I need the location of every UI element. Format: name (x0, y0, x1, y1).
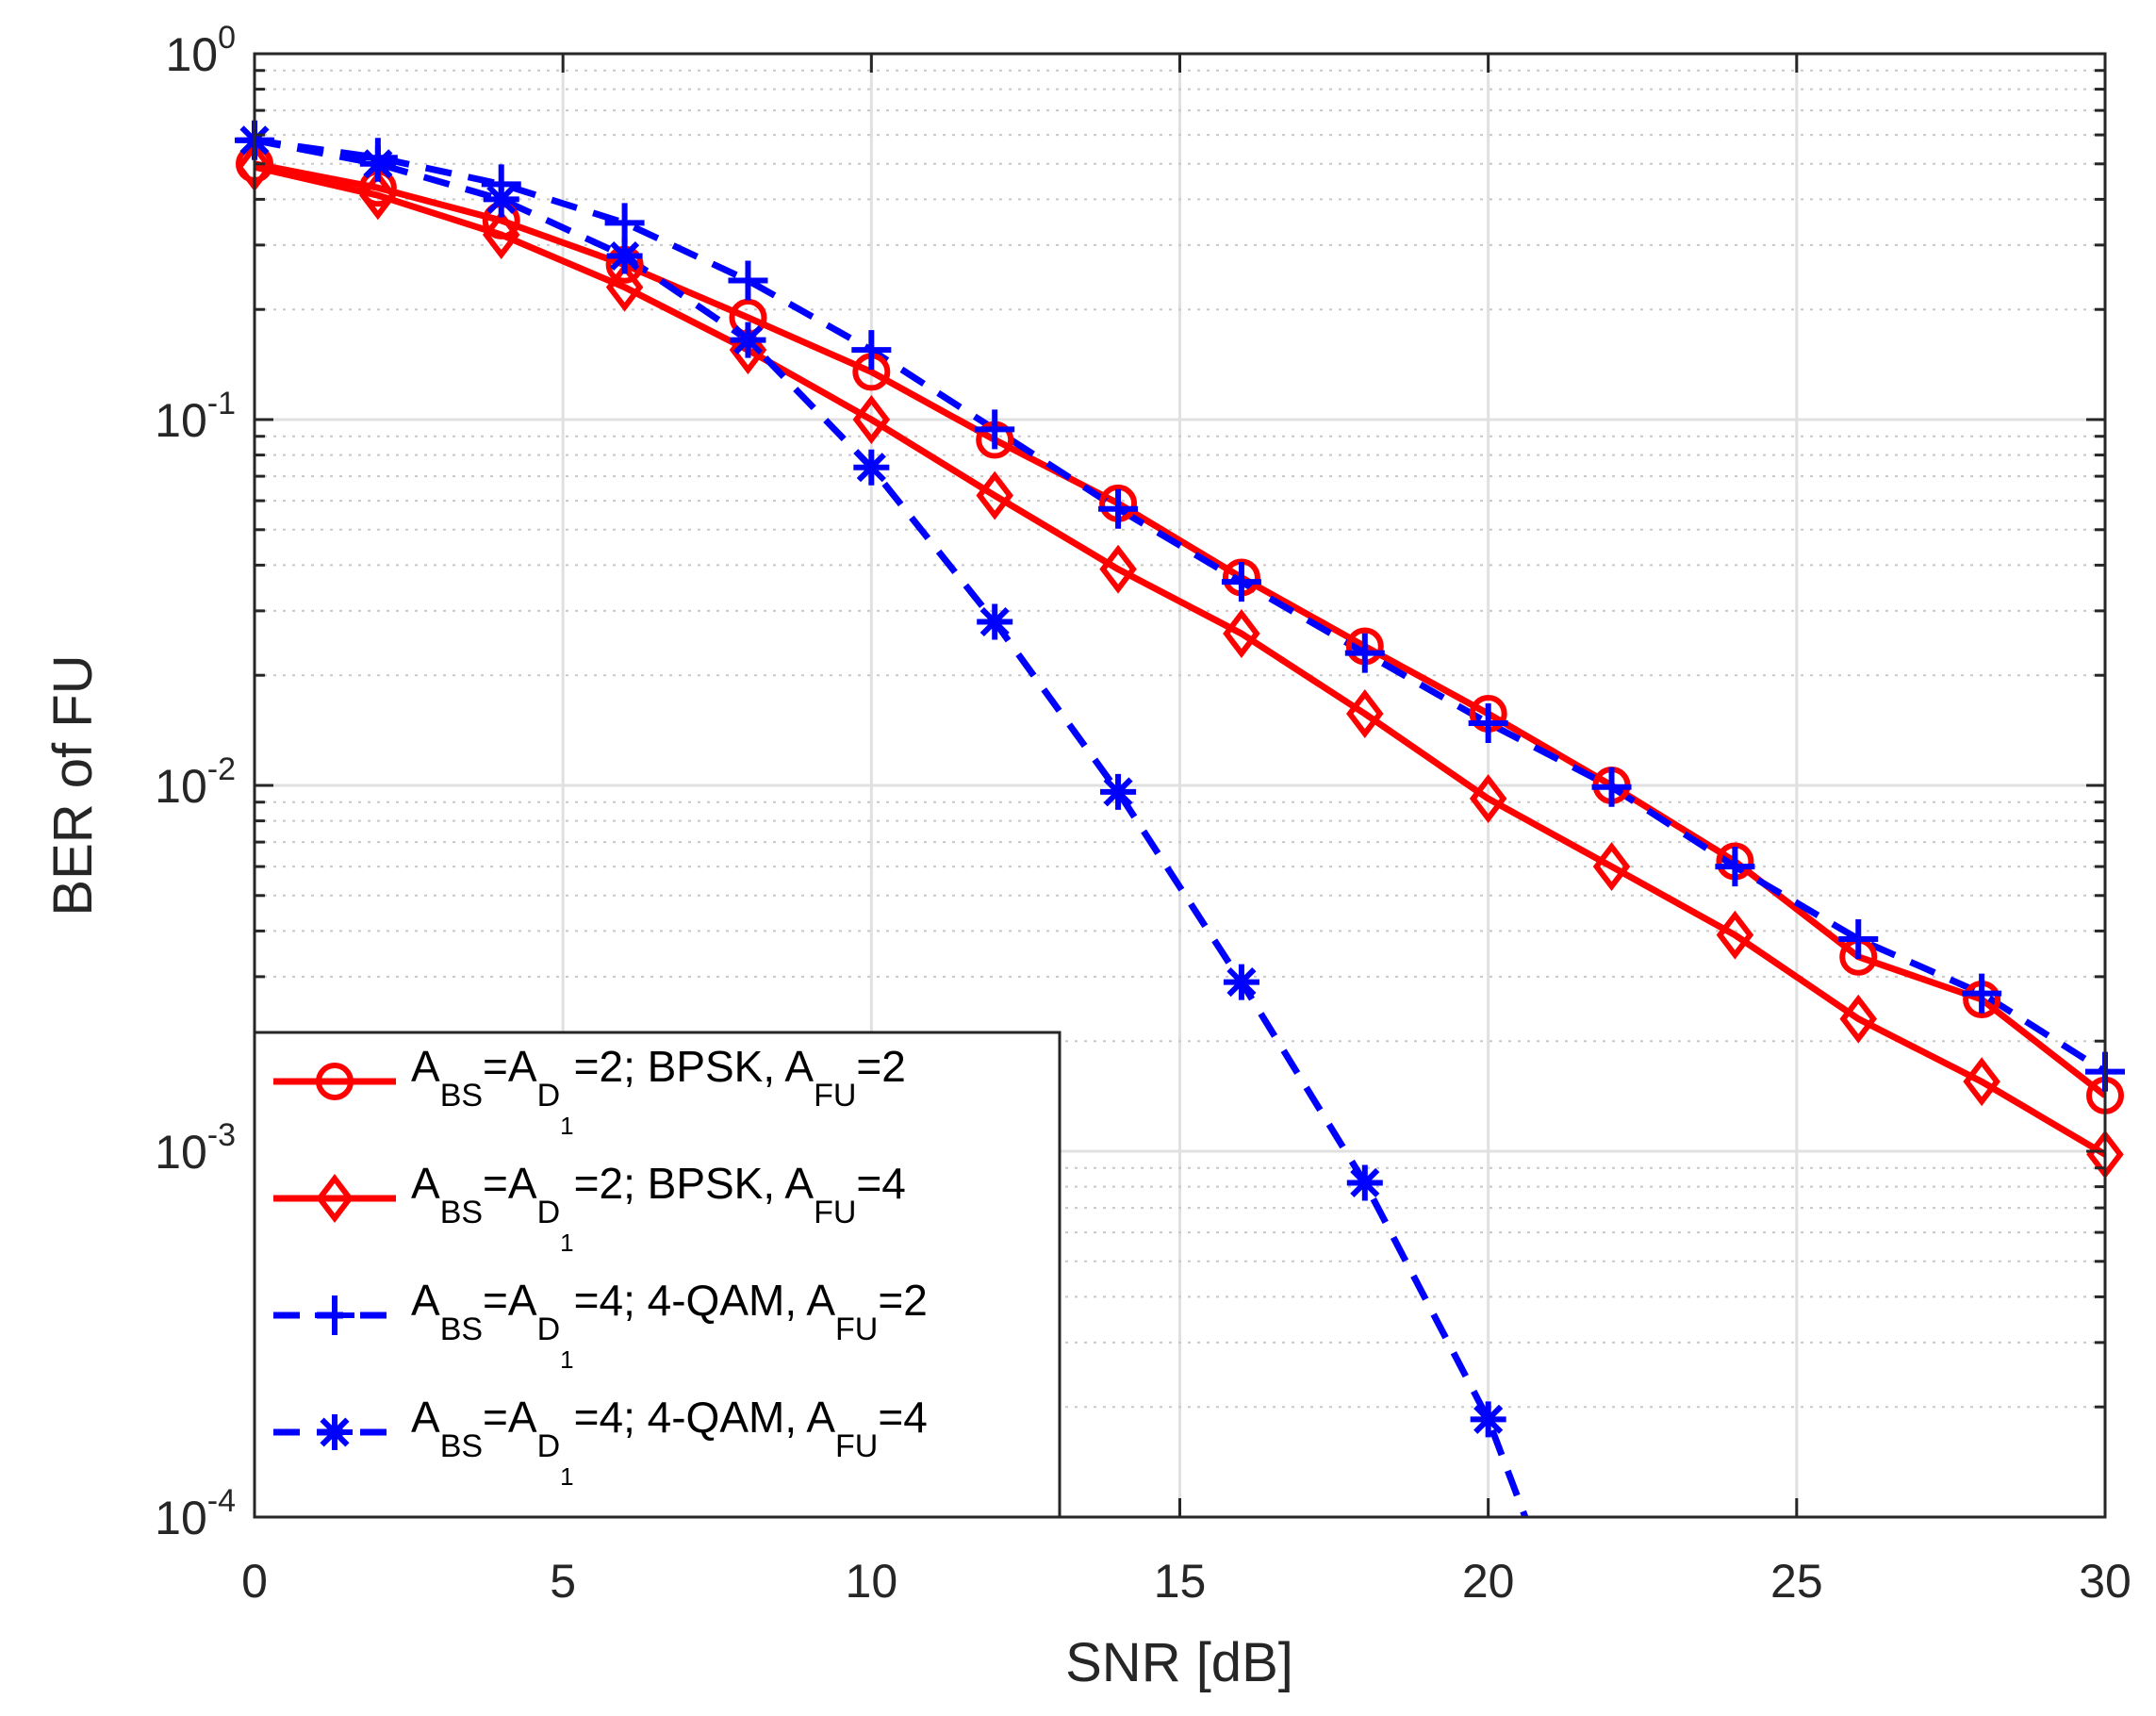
legend-marker-4 (317, 1414, 353, 1450)
series-markers (235, 120, 2125, 1438)
series-2-point (1592, 842, 1631, 892)
series-4-point (1470, 1401, 1506, 1438)
series-3-point (1344, 633, 1385, 673)
series-4-point (730, 322, 766, 358)
y-tick-label: 10-4 (155, 1483, 236, 1544)
series-line-4 (255, 137, 1529, 1517)
y-tick-label: 10-3 (155, 1117, 236, 1179)
series-3-point (1715, 847, 1755, 887)
series-2-point (605, 262, 644, 312)
x-tick-label: 25 (1770, 1555, 1823, 1608)
series-3-point (728, 260, 768, 301)
tick-labels: 0 5 10 15 20 25 30 100 10-1 10-2 10-3 10-4 (155, 20, 2131, 1608)
series-4-point (606, 238, 643, 274)
series-4-point (483, 181, 519, 218)
legend-box (253, 1031, 1062, 1519)
legend-label-3: ABS=AD1=4; 4-QAM, AFU=2 (411, 1276, 928, 1374)
series-3-point (1468, 702, 1508, 743)
series-4-point (1346, 1164, 1383, 1201)
x-axis-title: SNR [dB] (1065, 1632, 1293, 1693)
series-line-1 (255, 160, 2105, 1098)
series-4-point (853, 449, 890, 486)
series-2-point (976, 470, 1013, 520)
y-tick-label: 10-1 (155, 386, 236, 447)
legend-label-1: ABS=AD1=2; BPSK, AFU=2 (411, 1042, 906, 1140)
series-2-point (1963, 1057, 2000, 1107)
series-2-point (359, 171, 397, 221)
series-2-point (1099, 544, 1137, 594)
series-4-point (359, 145, 396, 182)
series-2-point (1346, 689, 1384, 738)
x-tick-label: 5 (550, 1555, 576, 1608)
series-3-point (1591, 767, 1632, 807)
y-tick-label: 100 (165, 20, 236, 81)
series-2-point (729, 325, 767, 375)
legend-marker-3 (315, 1295, 354, 1335)
series-2-point (1839, 994, 1878, 1044)
series-line-3 (255, 137, 2105, 1075)
series-2-point (852, 395, 891, 444)
series-line-2 (255, 163, 2105, 1158)
series-2-point (482, 210, 520, 259)
legend-label-4: ABS=AD1=4; 4-QAM, AFU=4 (411, 1393, 928, 1491)
y-tick-label: 10-2 (155, 751, 236, 813)
x-tick-label: 15 (1154, 1555, 1207, 1608)
legend-marker-2 (316, 1174, 354, 1223)
y-axis-title: BER of FU (42, 654, 104, 916)
series-4-point (977, 603, 1013, 640)
series-3-point (604, 203, 645, 243)
x-tick-label: 20 (1462, 1555, 1515, 1608)
x-tick-label: 10 (846, 1555, 898, 1608)
legend-label-2: ABS=AD1=2; BPSK, AFU=4 (411, 1159, 906, 1257)
series-3-point (1838, 919, 1879, 960)
x-tick-label: 30 (2079, 1555, 2131, 1608)
series-3-point (851, 330, 892, 371)
series-4-point (1223, 964, 1259, 1000)
series-3-point (1098, 488, 1139, 529)
series-3-point (975, 409, 1015, 450)
series-3-point (1221, 562, 1261, 602)
series-3-point (1962, 973, 2002, 1014)
legend-marker-1 (316, 1063, 354, 1100)
series-4-point (1100, 773, 1137, 810)
x-tick-label: 0 (241, 1555, 268, 1608)
series-2-point (1469, 774, 1507, 824)
series-lines (255, 137, 2105, 1517)
legend: ABS=AD1=2; BPSK, AFU=2 ABS=AD1=2; BPSK, A… (253, 1031, 1062, 1519)
series-2-point (1716, 910, 1754, 960)
series-2-point (1223, 609, 1260, 658)
